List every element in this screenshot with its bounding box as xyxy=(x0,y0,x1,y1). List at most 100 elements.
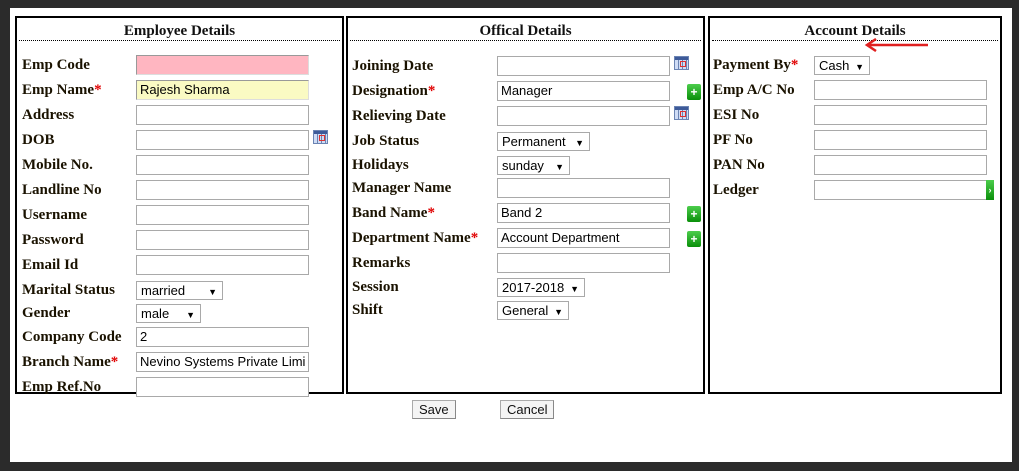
calendar-icon[interactable] xyxy=(674,56,689,70)
label-text: Session xyxy=(352,279,399,295)
ledger-input[interactable] xyxy=(814,180,987,200)
department-name-input[interactable]: Account Department xyxy=(497,228,670,248)
dropdown-arrow-icon: ▼ xyxy=(208,287,217,297)
marital-status-select[interactable]: married ▼ xyxy=(136,281,223,300)
required-asterisk: * xyxy=(427,205,435,221)
field-label: Company Code xyxy=(22,329,122,346)
dropdown-arrow-icon: ▼ xyxy=(570,284,579,294)
field-row-holidays: Holidays sunday ▼ xyxy=(348,155,703,177)
label-text: Remarks xyxy=(352,255,411,271)
dob-input[interactable] xyxy=(136,130,309,150)
dropdown-arrow-icon: ▼ xyxy=(555,162,564,172)
panel-title: Employee Details xyxy=(123,23,236,39)
label-text: Username xyxy=(22,207,87,223)
field-row-address: Address xyxy=(17,105,342,127)
calendar-icon[interactable] xyxy=(674,106,689,120)
add-icon[interactable]: + xyxy=(687,206,701,222)
label-text: Address xyxy=(22,107,75,123)
field-row-mobile-no: Mobile No. xyxy=(17,155,342,177)
label-text: Landline No xyxy=(22,182,102,198)
field-label: Joining Date xyxy=(352,58,433,75)
field-label: Emp Ref.No xyxy=(22,379,101,396)
field-label: Emp A/C No xyxy=(713,82,795,99)
relieving-date-input[interactable] xyxy=(497,106,670,126)
field-row-department-name: Department Name* Account Department + xyxy=(348,228,703,250)
job-status-select[interactable]: Permanent ▼ xyxy=(497,132,590,151)
label-text: PF No xyxy=(713,132,753,148)
emp-a-c-no-input[interactable] xyxy=(814,80,987,100)
required-asterisk: * xyxy=(470,230,479,246)
manager-name-input[interactable] xyxy=(497,178,670,198)
field-label: Marital Status xyxy=(22,282,115,299)
field-label: Username xyxy=(22,207,87,224)
field-label: Password xyxy=(22,232,84,249)
add-icon[interactable]: + xyxy=(687,231,701,247)
field-label: Department Name* xyxy=(352,230,478,247)
label-text: PAN No xyxy=(713,157,765,173)
emp-ref-no-input[interactable] xyxy=(136,377,309,397)
label-text: Emp A/C No xyxy=(713,82,795,98)
selected-value: General xyxy=(502,303,549,318)
password-input[interactable] xyxy=(136,230,309,250)
field-label: Address xyxy=(22,107,74,124)
gender-select[interactable]: male ▼ xyxy=(136,304,201,323)
field-label: PAN No xyxy=(713,157,765,174)
lookup-icon[interactable]: › xyxy=(986,180,994,200)
label-text: Payment By xyxy=(713,57,791,73)
band-name-input[interactable]: Band 2 xyxy=(497,203,670,223)
payment-by-select[interactable]: Cash ▼ xyxy=(814,56,870,75)
field-label: Relieving Date xyxy=(352,108,446,125)
field-row-emp-ref-no: Emp Ref.No xyxy=(17,377,342,399)
calendar-icon[interactable] xyxy=(313,130,328,144)
selected-value: Permanent xyxy=(502,134,566,149)
selected-value: Cash xyxy=(819,58,850,73)
field-row-job-status: Job Status Permanent ▼ xyxy=(348,131,703,153)
address-input[interactable] xyxy=(136,105,309,125)
field-row-designation: Designation* Manager + xyxy=(348,81,703,103)
field-label: Band Name* xyxy=(352,205,435,222)
label-text: Designation xyxy=(352,83,428,99)
field-label: Emp Code xyxy=(22,57,90,74)
joining-date-input[interactable] xyxy=(497,56,670,76)
label-text: Emp Ref.No xyxy=(22,379,102,395)
field-row-password: Password xyxy=(17,230,342,252)
field-label: Gender xyxy=(22,305,70,322)
cancel-button[interactable]: Cancel xyxy=(500,400,555,419)
emp-code-input[interactable] xyxy=(136,55,309,75)
pan-no-input[interactable] xyxy=(814,155,987,175)
field-row-gender: Gender male ▼ xyxy=(17,303,342,325)
emp-name-input[interactable]: Rajesh Sharma xyxy=(136,80,309,100)
holidays-select[interactable]: sunday ▼ xyxy=(497,156,570,175)
field-row-payment-by: Payment By* Cash ▼ xyxy=(710,55,1000,77)
field-label: Designation* xyxy=(352,83,435,100)
dropdown-arrow-icon: ▼ xyxy=(186,310,195,320)
pf-no-input[interactable] xyxy=(814,130,987,150)
esi-no-input[interactable] xyxy=(814,105,987,125)
remarks-input[interactable] xyxy=(497,253,670,273)
branch-name-input[interactable]: Nevino Systems Private Limi xyxy=(136,352,309,372)
save-button[interactable]: Save xyxy=(412,400,456,419)
label-text: Band Name xyxy=(352,205,428,221)
label-text: Marital Status xyxy=(22,282,115,298)
add-icon[interactable]: + xyxy=(687,84,701,100)
field-row-marital-status: Marital Status married ▼ xyxy=(17,280,342,302)
username-input[interactable] xyxy=(136,205,309,225)
mobile-no-input[interactable] xyxy=(136,155,309,175)
email-id-input[interactable] xyxy=(136,255,309,275)
label-text: Relieving Date xyxy=(352,108,446,124)
field-label: Remarks xyxy=(352,255,410,272)
designation-input[interactable]: Manager xyxy=(497,81,670,101)
field-row-remarks: Remarks xyxy=(348,253,703,275)
shift-select[interactable]: General ▼ xyxy=(497,301,569,320)
session-select[interactable]: 2017-2018 ▼ xyxy=(497,278,585,297)
field-row-shift: Shift General ▼ xyxy=(348,300,703,322)
label-text: DOB xyxy=(22,132,55,148)
selected-value: male xyxy=(141,306,170,321)
red-arrow-annotation-icon xyxy=(864,38,928,52)
company-code-input[interactable]: 2 xyxy=(136,327,309,347)
field-label: Session xyxy=(352,279,399,296)
label-text: Branch Name xyxy=(22,354,111,370)
required-asterisk: * xyxy=(790,57,799,73)
field-row-company-code: Company Code 2 xyxy=(17,327,342,349)
landline-no-input[interactable] xyxy=(136,180,309,200)
